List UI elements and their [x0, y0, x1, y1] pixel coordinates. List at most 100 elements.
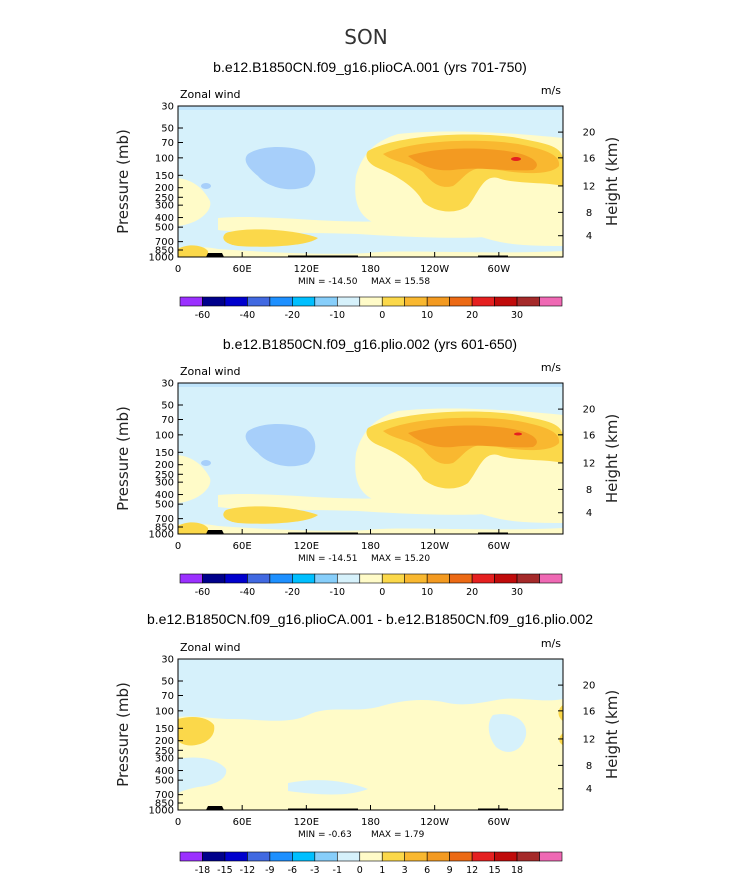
colorbar-swatch: [292, 296, 316, 307]
field-jet-core: [408, 425, 537, 448]
colorbar-swatch: [404, 851, 428, 862]
colorbar-swatch: [471, 851, 495, 862]
colorbar-swatch: [539, 851, 563, 862]
y-tick-label: 400: [155, 766, 174, 777]
min-label: MIN = -14.50: [298, 277, 358, 287]
colorbar-label: 30: [511, 310, 523, 321]
max-label: MAX = 15.58: [371, 277, 430, 287]
colorbar-swatch: [179, 296, 203, 307]
field-blue-spot: [201, 183, 211, 189]
colorbar-swatch: [269, 851, 293, 862]
y2-tick-label: 8: [586, 761, 592, 772]
colorbar-swatch: [292, 851, 316, 862]
y-tick-label: 850: [155, 523, 174, 534]
y-tick-label: 50: [161, 123, 174, 134]
units-label: m/s: [541, 361, 561, 374]
colorbar-swatch: [336, 851, 361, 862]
colorbar-swatch: [426, 573, 450, 584]
colorbar-swatch: [202, 573, 226, 584]
y-tick-label: 70: [161, 691, 174, 702]
colorbar-swatch: [336, 573, 361, 584]
field-gold-lower: [223, 229, 318, 247]
colorbar-label: -1: [333, 865, 342, 876]
colorbar-swatch: [359, 851, 383, 862]
y-tick-label: 700: [155, 790, 174, 801]
x-tick-label: 60E: [233, 817, 252, 828]
colorbar-label: 1: [379, 865, 385, 876]
x-tick-label: 180: [361, 264, 380, 275]
colorbar-swatch: [516, 573, 540, 584]
colorbar-label: -60: [195, 587, 211, 598]
x-tick-label: 180: [361, 817, 380, 828]
colorbar-label: -12: [240, 865, 256, 876]
y-tick-label: 30: [161, 102, 174, 113]
panel-title: b.e12.B1850CN.f09_g16.plioCA.001 (yrs 70…: [213, 59, 527, 75]
y-tick-label: 30: [161, 655, 174, 666]
colorbar-swatch: [539, 573, 563, 584]
colorbar-swatch: [224, 851, 248, 862]
x-tick-label: 120E: [294, 817, 319, 828]
colorbar-swatch: [516, 296, 540, 307]
y2-axis-title: Height (km): [603, 414, 621, 503]
variable-label: Zonal wind: [180, 365, 241, 378]
x-tick-label: 120E: [294, 541, 319, 552]
colorbar-swatch: [269, 296, 293, 307]
y-tick-label: 200: [155, 183, 174, 194]
y2-tick-label: 8: [586, 485, 592, 496]
variable-label: Zonal wind: [180, 88, 241, 101]
colorbar-label: -20: [285, 310, 301, 321]
y-tick-label: 400: [155, 213, 174, 224]
y-tick-label: 70: [161, 138, 174, 149]
colorbar-label: 0: [379, 587, 385, 598]
y-tick-label: 500: [155, 776, 174, 787]
x-tick-label: 120W: [420, 541, 449, 552]
colorbar-label: 15: [489, 865, 501, 876]
y-tick-label: 100: [155, 430, 174, 441]
field-lightblue-region: [178, 383, 563, 531]
y-tick-label: 70: [161, 415, 174, 426]
y-axis-title: Pressure (mb): [114, 406, 132, 511]
colorbar-swatch: [471, 296, 495, 307]
colorbar-label: -40: [240, 310, 256, 321]
y2-tick-label: 20: [583, 128, 596, 139]
colorbar-swatch: [381, 296, 406, 307]
units-label: m/s: [541, 84, 561, 97]
y-tick-label: 300: [155, 754, 174, 765]
colorbar-swatch: [381, 851, 406, 862]
colorbar-swatch: [179, 851, 203, 862]
contour-field: [178, 383, 563, 534]
field-lightblue-top: [178, 659, 563, 721]
colorbar-label: 9: [447, 865, 453, 876]
colorbar-label: 0: [379, 310, 385, 321]
topography-line: [478, 808, 508, 810]
colorbar-swatch: [516, 851, 540, 862]
y-tick-label: 50: [161, 676, 174, 687]
x-tick-label: 120W: [420, 264, 449, 275]
y2-tick-label: 16: [583, 430, 596, 441]
topography-shape: [206, 253, 224, 257]
y-tick-label: 200: [155, 460, 174, 471]
contour-field: [178, 106, 563, 257]
colorbar-label: -15: [217, 865, 233, 876]
season-title: SON: [344, 25, 387, 49]
topography-line: [288, 532, 358, 534]
y-tick-label: 500: [155, 500, 174, 511]
colorbar-label: -3: [310, 865, 319, 876]
field-yellow-west: [178, 455, 211, 503]
field-gold-east1: [558, 705, 563, 721]
colorbar-swatch: [404, 573, 428, 584]
field-blue-blob: [245, 147, 316, 190]
colorbar-label: 10: [421, 587, 433, 598]
colorbar-swatch: [404, 296, 428, 307]
field-jet-max: [511, 157, 521, 161]
colorbar-swatch: [247, 851, 271, 862]
colorbar-label: -60: [195, 310, 211, 321]
y-tick-label: 250: [155, 470, 174, 481]
colorbar-swatch: [449, 296, 473, 307]
colorbar-label: 20: [466, 310, 478, 321]
y-tick-label: 700: [155, 237, 174, 248]
x-tick-label: 60W: [488, 817, 511, 828]
chart-panel-2: b.e12.B1850CN.f09_g16.plio.002 (yrs 601-…: [114, 336, 621, 598]
colorbar-swatch: [202, 296, 226, 307]
